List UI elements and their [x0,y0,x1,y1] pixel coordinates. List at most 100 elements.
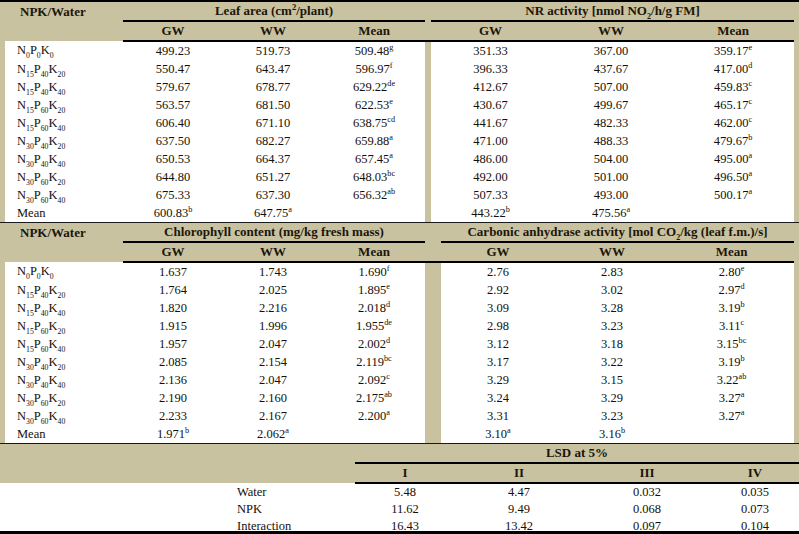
value-cell: 3.11c [669,317,794,335]
col-header-ww: WW [223,21,323,41]
lsd-row: Interaction16.4313.420.0970.104 [0,518,799,534]
value-cell: 563.57 [123,96,223,114]
lsd-spacer-cell [0,483,235,501]
value-cell: 3.10a [441,425,555,443]
value-cell: 2.83 [555,262,669,281]
value-cell: 459.83c [672,78,794,96]
row-header-label: NPK/Water [5,223,123,262]
value-cell [323,425,425,443]
value-cell: 2.92 [441,281,555,299]
value-cell: 2.047 [223,371,323,389]
value-cell: 3.15 [555,371,669,389]
value-cell: 412.67 [431,78,550,96]
treatment-label: N30P60K20 [5,168,123,186]
column-gap [425,407,441,425]
group-header-row: NPK/Water Leaf area (cm2/plant) NR activ… [5,2,794,21]
table-row: N15P40K20550.47643.47596.97f396.33437.67… [5,60,794,78]
value-cell: 3.16b [555,425,669,443]
value-cell: 499.23 [123,41,223,60]
value-cell: 3.24 [441,389,555,407]
lsd-table-body: Water5.484.470.0320.035NPK11.629.490.068… [0,483,799,534]
table-row: N15P60K20563.57681.50622.53e430.67499.67… [5,96,794,114]
table-row: Mean600.83b647.75a443.22b475.56a [5,204,794,222]
value-cell: 2.062a [223,425,323,443]
value-cell: 475.56a [550,204,672,222]
treatment-label: N30P40K20 [5,353,123,371]
value-cell: 495.00a [672,150,794,168]
col-header-gw: GW [431,21,550,41]
value-cell: 437.67 [550,60,672,78]
column-gap [425,299,441,317]
value-cell: 479.67b [672,132,794,150]
group-title-leaf-area: Leaf area (cm2/plant) [123,2,425,21]
value-cell: 1.743 [223,262,323,281]
column-gap [425,353,441,371]
table-row: N0P0K0499.23519.73509.48g351.33367.00359… [5,41,794,60]
table-row: N30P40K20637.50682.27659.88a471.00488.33… [5,132,794,150]
lsd-value-cell: 4.47 [455,483,583,501]
value-cell: 659.88a [323,132,425,150]
value-cell: 671.10 [223,114,323,132]
value-cell: 2.216 [223,299,323,317]
lsd-title: LSD at 5% [355,444,799,463]
value-cell: 3.15bc [669,335,794,353]
table-lsd: LSD at 5% I II III IV Water5.484.470.032… [0,444,799,534]
value-cell: 1.955de [323,317,425,335]
value-cell: 3.19b [669,299,794,317]
column-gap [425,317,441,335]
lsd-row-label: Interaction [235,518,355,534]
value-cell: 1.915 [123,317,223,335]
value-cell: 1.971b [123,425,223,443]
value-cell: 3.17 [441,353,555,371]
value-cell: 2.085 [123,353,223,371]
lsd-spacer [0,463,355,483]
value-cell: 499.67 [550,96,672,114]
value-cell: 3.12 [441,335,555,353]
col-header-mean: Mean [323,21,425,41]
col-header-II: II [455,463,583,483]
value-cell [672,204,794,222]
table-body: N0P0K01.6371.7431.690f2.762.832.80eN15P4… [5,262,794,443]
value-cell: 682.27 [223,132,323,150]
value-cell: 417.00d [672,60,794,78]
value-cell: 359.17e [672,41,794,60]
value-cell: 637.30 [223,186,323,204]
lsd-value-cell: 0.104 [711,518,799,534]
value-cell: 488.33 [550,132,672,150]
value-cell: 2.97d [669,281,794,299]
value-cell: 3.22ab [669,371,794,389]
section-leafarea-nr: NPK/Water Leaf area (cm2/plant) NR activ… [0,2,799,222]
value-cell: 656.32ab [323,186,425,204]
value-cell: 3.29 [441,371,555,389]
col-header-I: I [355,463,455,483]
table-row: N30P60K20644.80651.27648.03bc492.00501.0… [5,168,794,186]
value-cell: 492.00 [431,168,550,186]
value-cell: 3.02 [555,281,669,299]
value-cell: 2.175ab [323,389,425,407]
table-row: N30P40K202.0852.1542.119bc3.173.223.19b [5,353,794,371]
value-cell: 351.33 [431,41,550,60]
value-cell: 3.22 [555,353,669,371]
value-cell: 507.33 [431,186,550,204]
lsd-value-cell: 0.032 [583,483,711,501]
table-row: N15P60K201.9151.9961.955de2.983.233.11c [5,317,794,335]
column-gap [425,389,441,407]
lsd-value-cell: 11.62 [355,501,455,518]
table-row: N15P60K40606.40671.10638.75cd441.67482.3… [5,114,794,132]
value-cell: 3.28 [555,299,669,317]
value-cell: 664.37 [223,150,323,168]
col-header-mean: Mean [669,242,794,262]
value-cell: 637.50 [123,132,223,150]
value-cell [669,425,794,443]
lsd-value-cell: 0.073 [711,501,799,518]
table-row: N30P40K402.1362.0472.092c3.293.153.22ab [5,371,794,389]
value-cell: 2.047 [223,335,323,353]
lsd-subheader-row: I II III IV [0,463,799,483]
lsd-value-cell: 0.035 [711,483,799,501]
value-cell: 2.002d [323,335,425,353]
treatment-label: N15P40K40 [5,78,123,96]
value-cell: 3.09 [441,299,555,317]
lsd-row-label: Water [235,483,355,501]
group-header-row: NPK/Water Chlorophyll content (mg/kg fre… [5,223,794,242]
row-header-label: NPK/Water [5,2,123,41]
